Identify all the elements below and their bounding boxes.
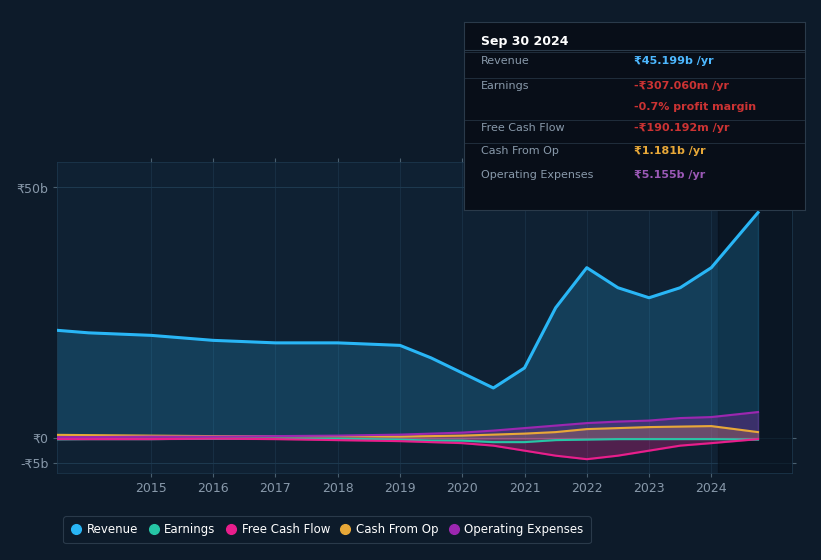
Text: Free Cash Flow: Free Cash Flow: [481, 123, 565, 133]
Text: Revenue: Revenue: [481, 56, 530, 66]
Text: ₹45.199b /yr: ₹45.199b /yr: [635, 56, 713, 66]
Text: -₹307.060m /yr: -₹307.060m /yr: [635, 82, 729, 91]
Text: -0.7% profit margin: -0.7% profit margin: [635, 102, 756, 112]
Text: ₹1.181b /yr: ₹1.181b /yr: [635, 146, 706, 156]
Text: Earnings: Earnings: [481, 82, 530, 91]
Text: Sep 30 2024: Sep 30 2024: [481, 35, 568, 48]
Legend: Revenue, Earnings, Free Cash Flow, Cash From Op, Operating Expenses: Revenue, Earnings, Free Cash Flow, Cash …: [63, 516, 591, 543]
Text: Operating Expenses: Operating Expenses: [481, 170, 594, 180]
Text: Cash From Op: Cash From Op: [481, 146, 559, 156]
Text: ₹5.155b /yr: ₹5.155b /yr: [635, 170, 705, 180]
Bar: [718, 162, 792, 473]
Text: -₹190.192m /yr: -₹190.192m /yr: [635, 123, 730, 133]
